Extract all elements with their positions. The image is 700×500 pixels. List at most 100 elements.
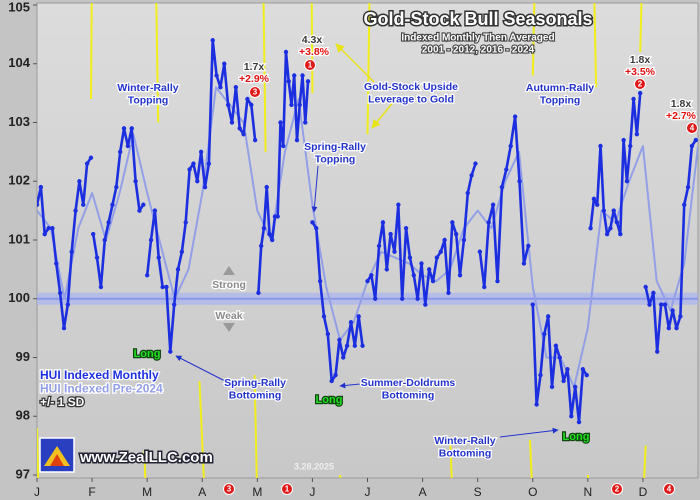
strong-arrow (223, 266, 235, 275)
point (624, 179, 630, 184)
marker-circle (634, 78, 646, 90)
point (572, 384, 578, 390)
point (461, 237, 467, 243)
point (601, 208, 607, 213)
x-tick-label: N (583, 485, 592, 499)
point (344, 343, 350, 348)
marker-circle (223, 483, 235, 495)
point (670, 308, 675, 313)
point (576, 419, 582, 425)
marker-label: 3 (253, 88, 258, 97)
point (628, 143, 633, 149)
point (129, 126, 134, 131)
point (303, 120, 308, 125)
point (450, 220, 455, 225)
point (57, 290, 63, 296)
point (292, 73, 297, 78)
point (365, 278, 370, 284)
x-tick-label: F (88, 485, 95, 499)
point (270, 237, 275, 243)
point (152, 208, 158, 213)
point (65, 302, 71, 307)
point (218, 85, 223, 90)
point (245, 96, 250, 102)
point (621, 137, 626, 143)
point (465, 190, 470, 196)
point (392, 249, 397, 254)
point (473, 161, 478, 166)
point (508, 143, 513, 149)
arrow (311, 165, 319, 213)
point (356, 314, 361, 319)
point (411, 273, 416, 278)
point (102, 237, 107, 243)
point (106, 220, 111, 225)
legend-label: HUI Indexed Pre-2024 (40, 382, 163, 396)
annotation: Leverage to Gold (368, 93, 454, 105)
point (321, 314, 327, 319)
point (549, 384, 555, 390)
point (666, 325, 672, 331)
chart-subtitle: 2001 - 2012, 2016 - 2024 (422, 45, 535, 56)
x-tick-label: J (309, 485, 315, 499)
point (164, 284, 169, 290)
point (325, 331, 331, 337)
annotation: Topping (540, 94, 581, 106)
point (110, 202, 115, 207)
point (482, 284, 487, 290)
annotation: Long (563, 431, 590, 443)
point (453, 231, 459, 237)
point (403, 226, 409, 231)
point (388, 231, 393, 237)
point (310, 220, 315, 225)
annotation: Bottoming (229, 389, 282, 401)
point (98, 284, 104, 290)
point (580, 367, 586, 372)
y-tick-label: 99 (16, 349, 30, 364)
x-tick-label: S (474, 485, 482, 499)
x-tick-label: J (365, 485, 371, 499)
annotation: Bottoming (382, 389, 435, 401)
marker-label: 3 (227, 485, 232, 494)
point (689, 143, 695, 149)
point (682, 202, 687, 207)
point (396, 202, 401, 207)
point (237, 126, 242, 131)
point (264, 184, 269, 190)
point (530, 302, 535, 307)
point (141, 202, 146, 207)
marker-label: 1 (308, 61, 313, 70)
marker-circle (686, 122, 698, 134)
annotation: 1.7x (244, 61, 265, 73)
point (214, 73, 219, 78)
point (499, 184, 505, 190)
point (504, 167, 509, 172)
point (442, 237, 447, 243)
arrow (499, 427, 559, 438)
x-tick-label: J (34, 485, 40, 499)
x-tick-label: A (419, 485, 427, 499)
arrow (339, 382, 371, 389)
point (611, 208, 616, 213)
annotation: Autumn-Rally (526, 82, 594, 94)
point (314, 226, 319, 231)
point (73, 208, 78, 213)
point (534, 402, 539, 407)
point (133, 179, 138, 184)
point (678, 314, 683, 319)
marker-circle (249, 86, 261, 98)
point (591, 196, 597, 202)
point (495, 278, 500, 284)
point (526, 243, 531, 249)
point (278, 120, 283, 125)
point (117, 149, 123, 155)
annotation: 3.28.2025 (294, 461, 334, 471)
arrow (175, 355, 226, 382)
point (446, 290, 451, 296)
annotation: 1.8x (630, 54, 651, 66)
point (614, 220, 620, 225)
y-tick-label: 103 (8, 114, 30, 129)
chart-title: Gold-Stock Bull Seasonals (363, 9, 592, 29)
point (233, 85, 239, 90)
point (438, 249, 443, 254)
